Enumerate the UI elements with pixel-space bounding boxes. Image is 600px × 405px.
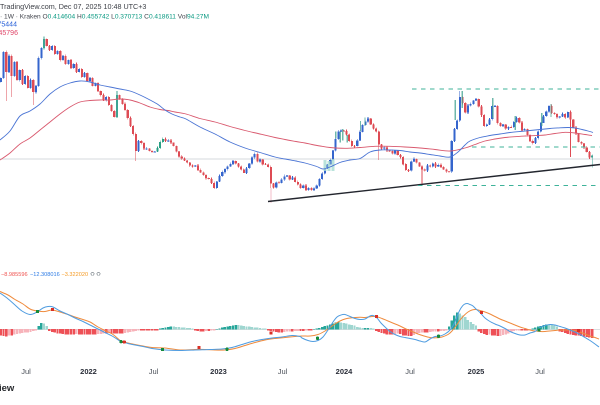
svg-text:2022: 2022: [80, 367, 97, 376]
svg-text:45796: 45796: [0, 30, 18, 37]
svg-text:Jul: Jul: [535, 367, 545, 376]
svg-text:−8.985596: −8.985596: [1, 272, 28, 278]
svg-text:2024: 2024: [336, 367, 354, 376]
svg-text:Jul: Jul: [278, 367, 288, 376]
svg-text:Jul: Jul: [149, 367, 159, 376]
svg-text:−3.322020: −3.322020: [62, 272, 89, 278]
svg-text:2023: 2023: [210, 367, 227, 376]
svg-text:· 1W · Kraken O0.414604 H0.455: · 1W · Kraken O0.414604 H0.455742 L0.370…: [0, 14, 209, 21]
svg-text:TradingView.com, Dec 07, 2025: TradingView.com, Dec 07, 2025 10:48 UTC+…: [0, 2, 146, 11]
svg-text:iew: iew: [0, 383, 15, 394]
svg-text:75444: 75444: [0, 22, 17, 29]
svg-text:−12.308016: −12.308016: [30, 272, 60, 278]
svg-text:2025: 2025: [468, 367, 485, 376]
svg-text:Jul: Jul: [405, 367, 415, 376]
svg-text:Jul: Jul: [21, 367, 31, 376]
